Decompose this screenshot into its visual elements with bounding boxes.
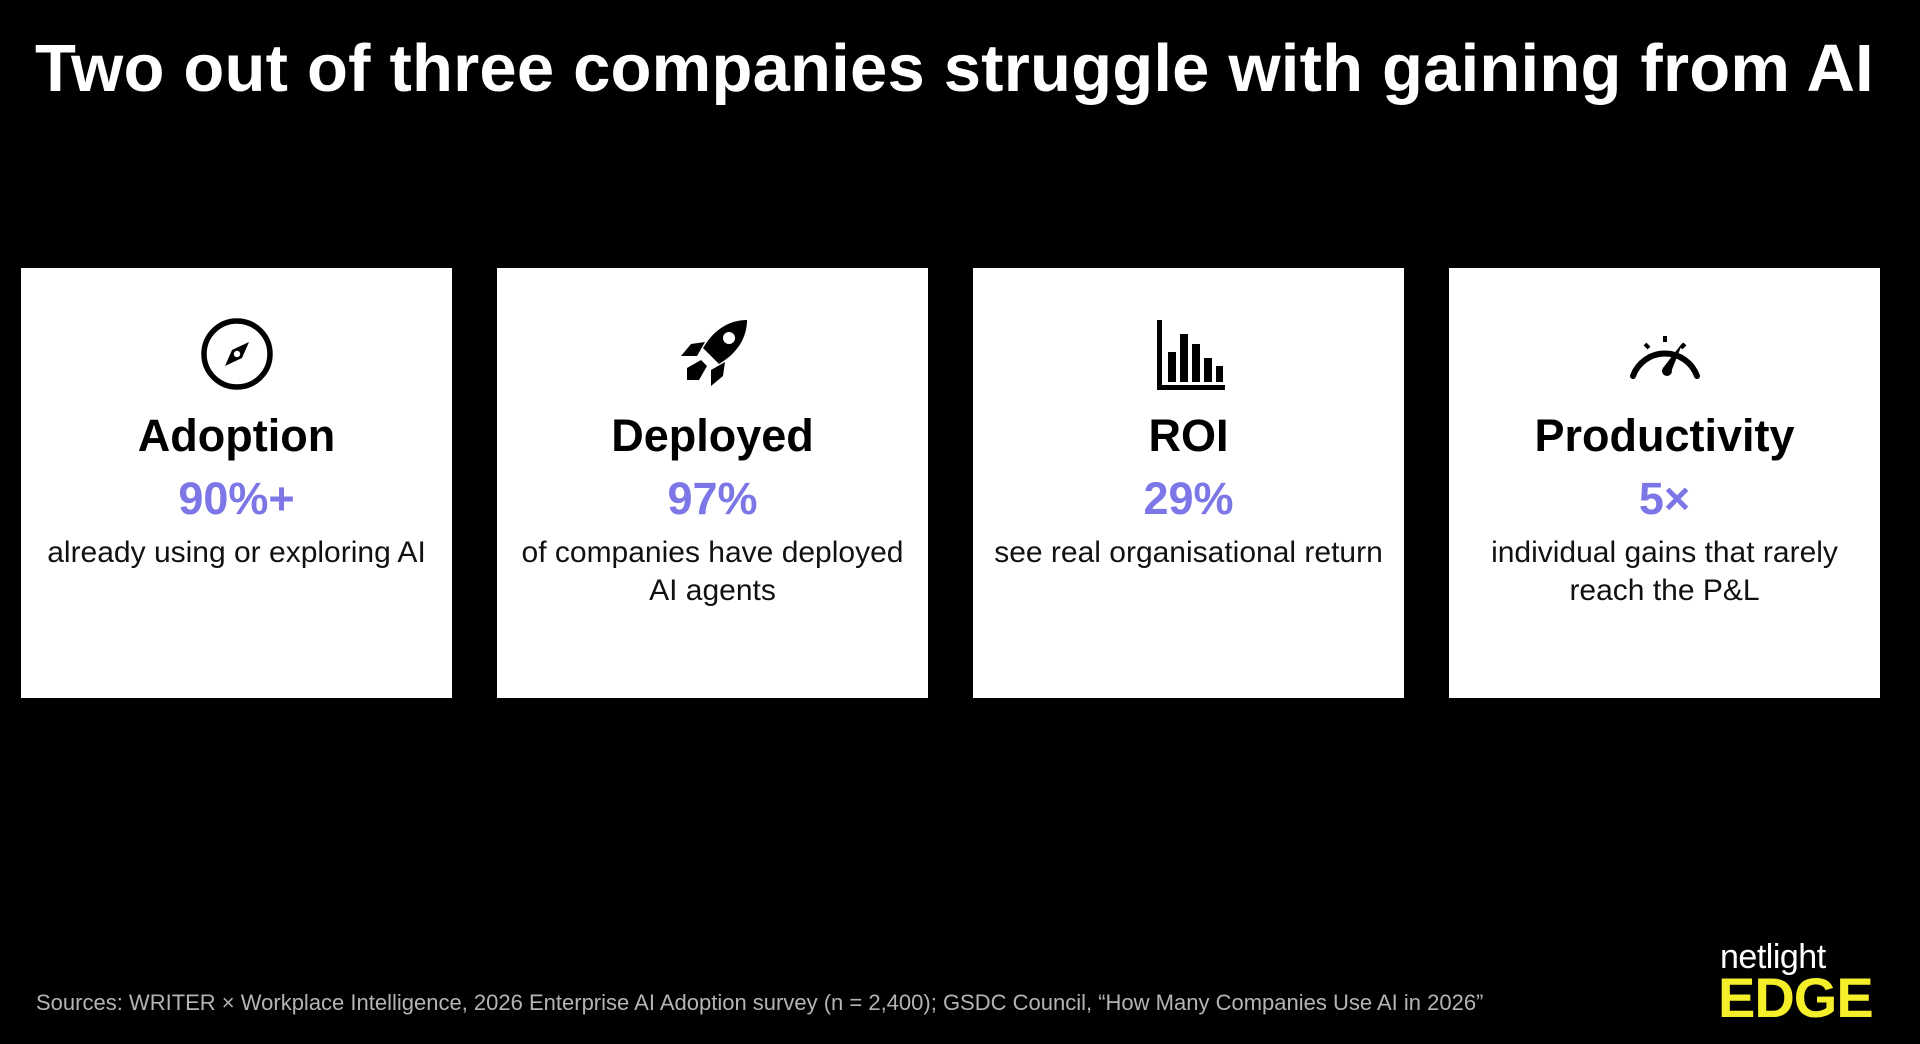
card-roi: ROI 29% see real organisational return <box>973 268 1404 698</box>
bar-chart-icon <box>1149 314 1229 394</box>
speedometer-icon <box>1625 314 1705 394</box>
card-adoption: Adoption 90%+ already using or exploring… <box>21 268 452 698</box>
logo-wordmark-top: netlight <box>1720 938 1826 976</box>
card-heading: Deployed <box>611 410 814 461</box>
card-stat: 29% <box>1143 473 1234 524</box>
card-heading: Adoption <box>137 410 336 461</box>
card-deployed: Deployed 97% of companies have deployed … <box>497 268 928 698</box>
rocket-icon <box>673 314 753 394</box>
card-stat: 97% <box>667 473 758 524</box>
compass-icon <box>197 314 277 394</box>
card-description: see real organisational return <box>994 536 1383 569</box>
card-description: already using or exploring AI <box>47 536 426 569</box>
card-stat: 5× <box>1638 473 1691 524</box>
card-stat: 90%+ <box>178 473 295 524</box>
card-heading: Productivity <box>1534 410 1795 461</box>
card-description: individual gains that rarely reach the P… <box>1491 536 1838 607</box>
sources-footnote: Sources: WRITER × Workplace Intelligence… <box>36 990 1484 1015</box>
stat-cards: Adoption 90%+ already using or exploring… <box>21 268 1881 698</box>
netlight-edge-logo: netlight EDGE <box>1718 938 1888 1028</box>
card-heading: ROI <box>1148 410 1229 461</box>
card-description: of companies have deployed AI agents <box>521 536 904 607</box>
card-productivity: Productivity 5× individual gains that ra… <box>1449 268 1880 698</box>
page-title: Two out of three companies struggle with… <box>35 31 1874 106</box>
logo-wordmark-bottom: EDGE <box>1718 966 1874 1029</box>
